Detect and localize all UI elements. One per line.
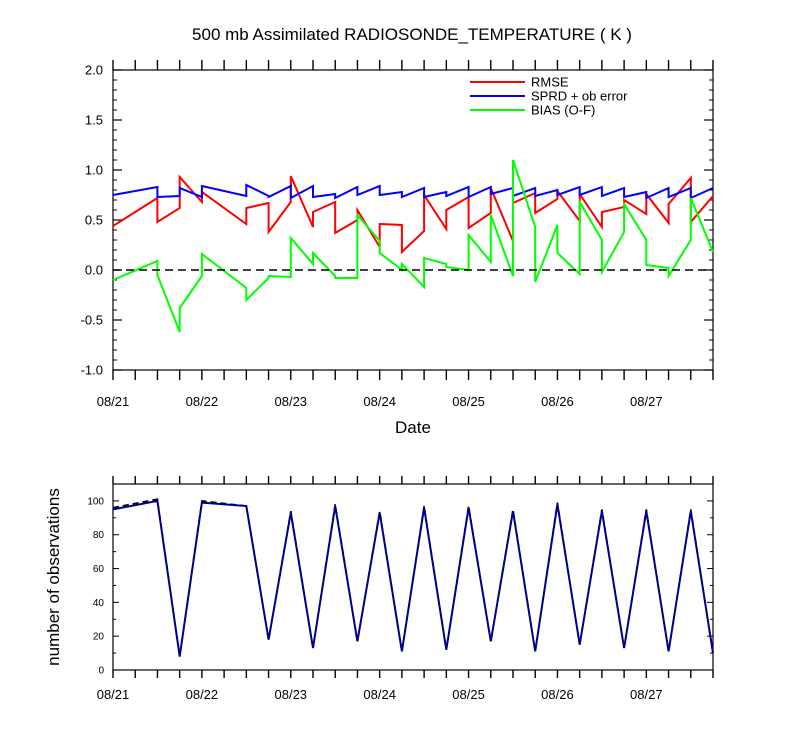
y-tick-label: 20 [93,632,105,643]
x-tick-label: 08/21 [97,394,130,409]
x-tick-label: 08/24 [363,687,396,702]
x-tick-label: 08/26 [541,394,574,409]
x-tick-label: 08/26 [541,687,574,702]
chart-title: 500 mb Assimilated RADIOSONDE_TEMPERATUR… [192,25,632,44]
x-tick-label: 08/27 [630,394,663,409]
x-tick-label: 08/22 [186,687,219,702]
y-tick-label: 100 [87,496,104,507]
y-tick-label: 1.5 [85,113,103,128]
y-tick-label: 0 [98,666,104,677]
legend-rmse-label: RMSE [531,75,569,90]
y-tick-label: 0.0 [85,263,103,278]
y-axis-title-bottom: number of observations [44,488,63,666]
rmse-line [112,174,714,255]
y-tick-label: 2.0 [85,63,103,78]
top-plot-frame [112,69,714,371]
x-tick-label: 08/27 [630,687,663,702]
legend-sprd-label: SPRD + ob error [531,89,628,104]
top-plot: 2.0 1.5 1.0 0.5 0.0 -0.5 -1.0 08/21 08/22 08/23 08… [81,60,714,409]
legend-bias-label: BIAS (O-F) [531,103,595,118]
y-tick-label: 60 [93,564,105,575]
bottom-plot-frame [112,483,714,671]
y-tick-label: 1.0 [85,163,103,178]
x-axis-title: Date [395,418,431,437]
x-tick-label: 08/21 [97,687,130,702]
y-tick-label: 80 [93,530,105,541]
sprd-line [112,183,714,200]
y-tick-label: -0.5 [81,313,103,328]
x-tick-label: 08/23 [275,687,308,702]
x-tick-label: 08/25 [452,394,485,409]
bottom-plot: 0 20 40 60 80 100 08/21 08/22 08/23 08/24 08/25 08/… [87,476,714,702]
x-tick-label: 08/23 [275,394,308,409]
x-tick-label: 08/24 [363,394,396,409]
y-tick-label: 0.5 [85,213,103,228]
x-tick-label: 08/25 [452,687,485,702]
x-tick-label: 08/22 [186,394,219,409]
y-tick-label: 40 [93,598,105,609]
bias-line [112,159,714,333]
y-tick-label: -1.0 [81,363,103,378]
used-obs-line [112,499,714,657]
